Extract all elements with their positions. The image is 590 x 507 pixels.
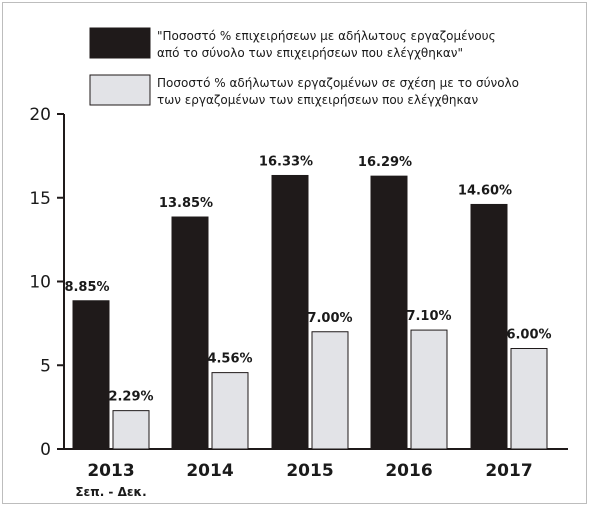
legend-swatch-businesses	[89, 27, 151, 59]
legend: "Ποσοστό % επιχειρήσεων με αδήλωτους εργ…	[89, 27, 519, 107]
legend-label-workers-line1: Ποσοστό % αδήλωτων εργαζομένων σε σχέση …	[157, 76, 519, 90]
data-labels: 8.85% 2.29% 13.85% 4.56% 16.33% 7.00% 16.29% 7.…	[64, 154, 551, 404]
bar-businesses	[72, 300, 110, 450]
bar-businesses	[470, 203, 508, 450]
x-category-label: 2013	[87, 461, 134, 481]
legend-swatch-workers	[89, 74, 151, 106]
x-category-label: 2014	[186, 461, 233, 481]
bar-businesses	[370, 175, 408, 450]
y-tick-label: 15	[29, 189, 51, 209]
bar-value-label: 13.85%	[159, 196, 213, 211]
bar-value-label: 7.00%	[307, 311, 352, 326]
bar-businesses	[271, 174, 309, 450]
bar-value-label: 14.60%	[458, 183, 512, 198]
bar-value-label: 7.10%	[406, 309, 451, 324]
bar-value-label: 2.29%	[108, 390, 153, 405]
y-tick-label: 0	[40, 440, 51, 460]
bar-workers	[112, 410, 150, 450]
x-category-label: 2016	[385, 461, 432, 481]
bar-value-label: 16.33%	[259, 154, 313, 169]
bars	[72, 174, 548, 450]
bar-workers	[211, 372, 249, 450]
x-category-sublabel: Σεπ. - Δεκ.	[75, 485, 146, 499]
bar-value-label: 8.85%	[64, 280, 109, 295]
legend-label-businesses-line2: από το σύνολο των επιχειρήσεων που ελέγχ…	[157, 46, 463, 60]
y-tick-label: 10	[29, 273, 51, 293]
bar-businesses	[171, 216, 209, 450]
x-category-label: 2017	[485, 461, 532, 481]
y-tick-label: 20	[29, 105, 51, 125]
y-tick-label: 5	[40, 356, 51, 376]
bar-workers	[410, 329, 448, 450]
legend-label-businesses-line1: "Ποσοστό % επιχειρήσεων με αδήλωτους εργ…	[157, 29, 496, 43]
x-category-label: 2015	[286, 461, 333, 481]
legend-label-workers-line2: των εργαζομένων των επιχειρήσεων που ελέ…	[157, 93, 478, 107]
bar-workers	[311, 331, 349, 450]
bar-value-label: 4.56%	[207, 352, 252, 367]
bar-value-label: 16.29%	[358, 155, 412, 170]
bar-value-label: 6.00%	[506, 328, 551, 343]
bar-workers	[510, 348, 548, 450]
